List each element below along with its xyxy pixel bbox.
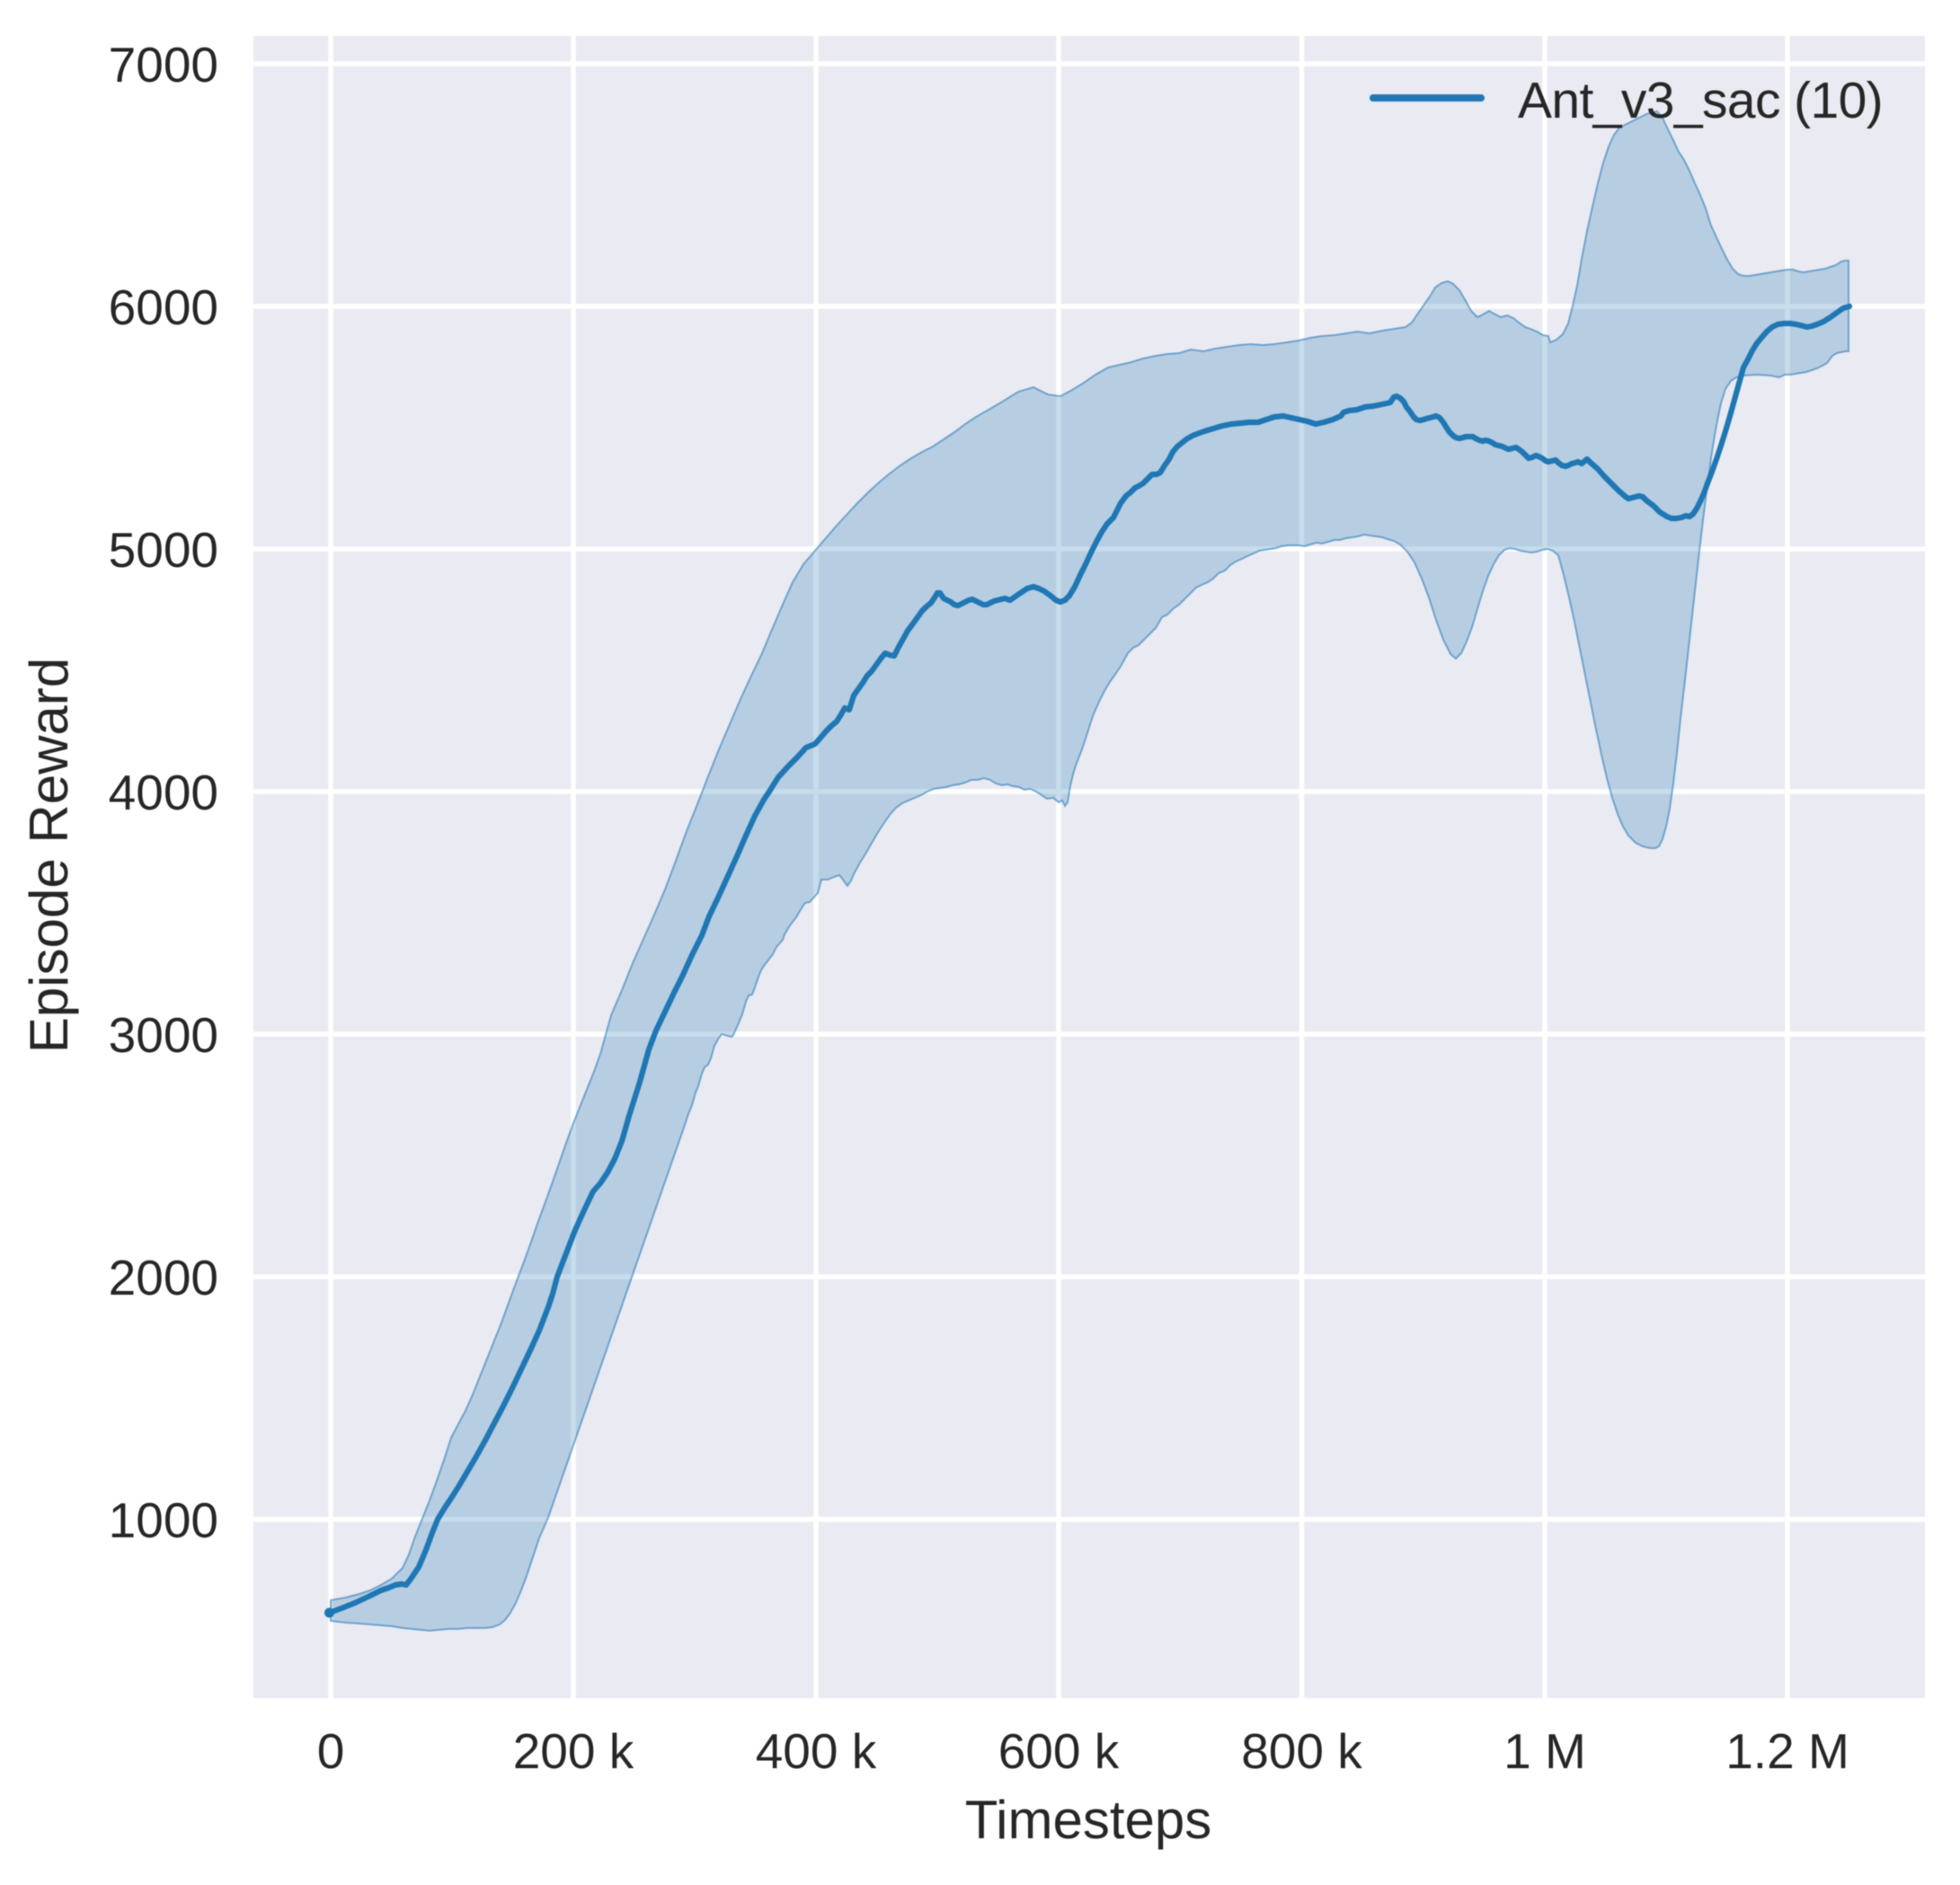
svg-text:1.2 M: 1.2 M bbox=[1725, 1723, 1849, 1779]
svg-text:200 k: 200 k bbox=[513, 1723, 634, 1779]
svg-text:600 k: 600 k bbox=[998, 1723, 1120, 1779]
svg-text:800 k: 800 k bbox=[1241, 1723, 1362, 1779]
svg-text:Ant_v3_sac (10): Ant_v3_sac (10) bbox=[1518, 72, 1883, 129]
svg-text:3000: 3000 bbox=[109, 1007, 218, 1063]
svg-text:2000: 2000 bbox=[109, 1250, 218, 1305]
svg-text:7000: 7000 bbox=[109, 37, 218, 93]
svg-text:Timesteps: Timesteps bbox=[965, 1790, 1212, 1850]
svg-text:400 k: 400 k bbox=[756, 1723, 877, 1779]
svg-text:1 M: 1 M bbox=[1503, 1723, 1586, 1779]
svg-text:4000: 4000 bbox=[109, 765, 218, 820]
svg-text:0: 0 bbox=[317, 1723, 345, 1779]
svg-text:1000: 1000 bbox=[109, 1492, 218, 1548]
svg-text:Episode Reward: Episode Reward bbox=[19, 658, 79, 1053]
svg-text:6000: 6000 bbox=[109, 279, 218, 335]
svg-text:5000: 5000 bbox=[109, 522, 218, 578]
